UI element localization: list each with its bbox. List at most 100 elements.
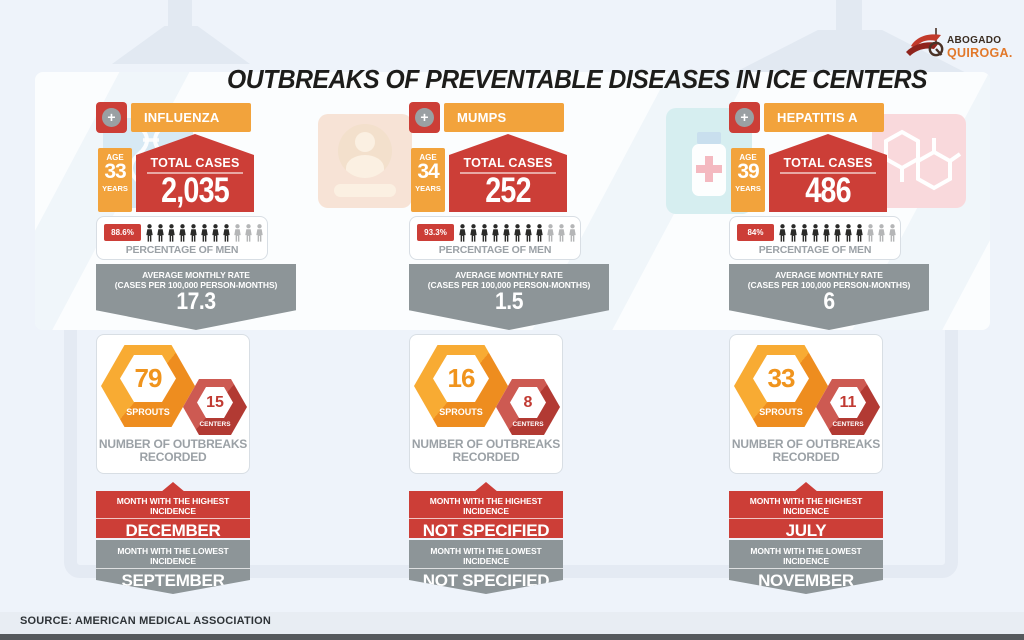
sprouts-label: SPROUTS <box>126 407 170 417</box>
total-cases-banner: TOTAL CASES 2,035 <box>136 134 254 212</box>
avg-rate-label-2: (CASES PER 100,000 PERSON-MONTHS) <box>427 280 591 290</box>
man-icon <box>245 224 252 242</box>
total-cases-value: 486 <box>805 171 851 210</box>
disease-header: + INFLUENZA <box>96 102 251 133</box>
man-icon <box>514 224 521 242</box>
avg-rate-label-2: (CASES PER 100,000 PERSON-MONTHS) <box>747 280 911 290</box>
medical-plus-icon: + <box>729 102 760 133</box>
man-icon <box>801 224 808 242</box>
outbreaks-caption: NUMBER OF OUTBREAKS RECORDED <box>97 438 249 464</box>
man-icon <box>779 224 786 242</box>
lowest-incidence-label: MONTH WITH THE LOWEST INCIDENCE <box>729 546 883 569</box>
pct-men-label: PERCENTAGE OF MEN <box>758 244 872 256</box>
centers-hexagon: 11 CENTERS <box>816 379 880 435</box>
sprouts-hexagon: 79 SPROUTS <box>101 345 195 427</box>
years-label: YEARS <box>102 184 128 193</box>
age-box: AGE 39 YEARS <box>731 148 765 212</box>
total-cases-label: TOTAL CASES <box>780 156 876 174</box>
avg-rate-value: 17.3 <box>176 288 216 315</box>
highest-incidence-month: NOT SPECIFIED <box>422 521 550 540</box>
lowest-incidence-label: MONTH WITH THE LOWEST INCIDENCE <box>409 546 563 569</box>
man-icon <box>503 224 510 242</box>
centers-hexagon-inner: 11 <box>830 387 866 418</box>
outbreaks-caption: NUMBER OF OUTBREAKS RECORDED <box>410 438 562 464</box>
centers-label: CENTERS <box>512 421 544 428</box>
bottle-cap-icon <box>697 132 721 144</box>
man-icon <box>256 224 263 242</box>
molecule-icon <box>884 129 962 191</box>
disease-name-banner: HEPATITIS A <box>764 103 884 132</box>
total-cases-value: 252 <box>485 171 531 210</box>
lamp-stem-left <box>168 0 192 28</box>
total-cases-value: 2,035 <box>161 171 230 210</box>
man-icon <box>790 224 797 242</box>
highest-incidence-banner: MONTH WITH THE HIGHEST INCIDENCE DECEMBE… <box>96 482 250 538</box>
centers-hexagon-inner: 15 <box>197 387 233 418</box>
pct-men-value: 84% <box>737 224 774 241</box>
highest-incidence-banner: MONTH WITH THE HIGHEST INCIDENCE NOT SPE… <box>409 482 563 538</box>
outbreaks-box: 33 SPROUTS 11 CENTERS NUMBER OF OUTBREAK… <box>729 334 883 474</box>
lowest-incidence-banner: MONTH WITH THE LOWEST INCIDENCE SEPTEMBE… <box>96 540 250 594</box>
medical-plus-icon: + <box>96 102 127 133</box>
plus-glyph: + <box>735 108 754 127</box>
man-icon <box>536 224 543 242</box>
highest-incidence-label: MONTH WITH THE HIGHEST INCIDENCE <box>729 496 883 519</box>
molecule-tile <box>872 114 966 208</box>
footer-bar <box>0 634 1024 640</box>
man-icon <box>834 224 841 242</box>
man-icon <box>190 224 197 242</box>
lowest-incidence-month: NOT SPECIFIED <box>422 571 550 590</box>
outbreaks-box: 79 SPROUTS 15 CENTERS NUMBER OF OUTBREAK… <box>96 334 250 474</box>
avg-rate-label-1: AVERAGE MONTHLY RATE <box>775 270 883 280</box>
disease-header: + HEPATITIS A <box>729 102 884 133</box>
avg-rate-value: 6 <box>823 288 835 315</box>
man-icon <box>212 224 219 242</box>
sprouts-value: 33 <box>767 363 796 393</box>
avatar-shoulders <box>346 155 384 178</box>
man-icon <box>157 224 164 242</box>
outbreaks-caption-line1: NUMBER OF OUTBREAKS <box>731 437 881 451</box>
centers-value: 8 <box>523 393 533 411</box>
total-cases-label: TOTAL CASES <box>147 156 243 174</box>
age-label: AGE <box>106 153 124 162</box>
medical-plus-icon: + <box>409 102 440 133</box>
outbreaks-caption-line1: NUMBER OF OUTBREAKS <box>411 437 561 451</box>
brand-logo: ABOGADO QUIROGA. <box>903 26 1015 70</box>
plus-glyph: + <box>102 108 121 127</box>
men-icons-row <box>458 222 577 243</box>
years-label: YEARS <box>735 184 761 193</box>
sprouts-label: SPROUTS <box>759 407 803 417</box>
brand-logo-icon <box>906 28 944 57</box>
centers-value: 15 <box>206 393 224 411</box>
lamp-stem-right <box>836 0 862 32</box>
pct-men-value: 88.6% <box>104 224 141 241</box>
sprouts-value: 16 <box>447 363 476 393</box>
man-icon <box>459 224 466 242</box>
outbreaks-caption-line1: NUMBER OF OUTBREAKS <box>98 437 248 451</box>
outbreaks-box: 16 SPROUTS 8 CENTERS NUMBER OF OUTBREAKS… <box>409 334 563 474</box>
logo-text-abogado: ABOGADO <box>947 35 1002 46</box>
lamp-shade-left <box>112 26 250 64</box>
plus-glyph: + <box>415 108 434 127</box>
man-icon <box>234 224 241 242</box>
page-title: OUTBREAKS OF PREVENTABLE DISEASES IN ICE… <box>227 64 928 94</box>
man-icon <box>889 224 896 242</box>
sprouts-hexagon-inner: 33 <box>753 355 809 402</box>
avg-monthly-rate-banner: AVERAGE MONTHLY RATE (CASES PER 100,000 … <box>96 264 296 330</box>
lowest-incidence-banner: MONTH WITH THE LOWEST INCIDENCE NOVEMBER <box>729 540 883 594</box>
years-label: YEARS <box>415 184 441 193</box>
pct-men-label: PERCENTAGE OF MEN <box>438 244 552 256</box>
man-icon <box>823 224 830 242</box>
man-icon <box>525 224 532 242</box>
man-icon <box>569 224 576 242</box>
sprouts-value: 79 <box>134 363 163 393</box>
lowest-incidence-label: MONTH WITH THE LOWEST INCIDENCE <box>96 546 250 569</box>
man-icon <box>856 224 863 242</box>
disease-column: + MUMPS AGE 34 YEARS TOTAL CASES 252 93.… <box>409 102 614 598</box>
medical-cross-icon <box>696 165 722 173</box>
avg-rate-label-2: (CASES PER 100,000 PERSON-MONTHS) <box>114 280 278 290</box>
total-cases-banner: TOTAL CASES 486 <box>769 134 887 212</box>
highest-incidence-month: DECEMBER <box>125 521 221 540</box>
avg-rate-value: 1.5 <box>494 288 524 315</box>
outbreaks-caption: NUMBER OF OUTBREAKS RECORDED <box>730 438 882 464</box>
